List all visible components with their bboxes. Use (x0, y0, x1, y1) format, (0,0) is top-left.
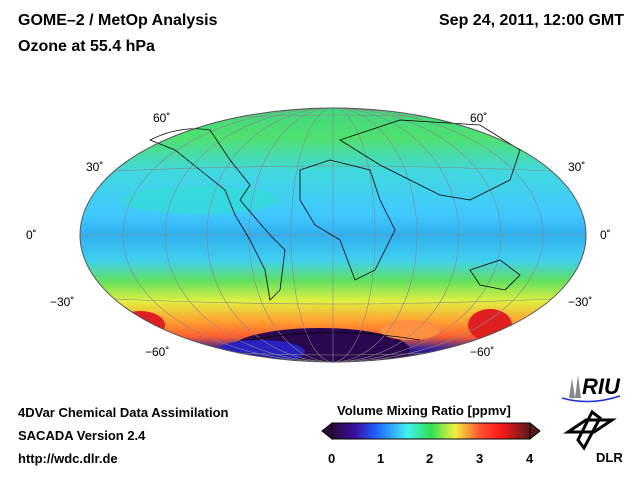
lat-label-0-right: 0˚ (600, 228, 611, 242)
footer-url: http://wdc.dlr.de (18, 451, 118, 466)
colorbar-tick-4: 4 (526, 451, 534, 466)
colorbar-tick-0: 0 (328, 451, 336, 466)
lat-label-60s-right: −60˚ (470, 345, 495, 359)
footer-line2: SACADA Version 2.4 (18, 428, 146, 443)
colorbar-gradient (331, 422, 531, 440)
colorbar-tick-1: 1 (377, 451, 385, 466)
title: GOME–2 / MetOp Analysis (18, 12, 218, 29)
footer-line1: 4DVar Chemical Data Assimilation (18, 405, 229, 420)
colorbar-min-arrow (321, 421, 333, 441)
coastlines (149, 119, 521, 341)
colorbar-title: Volume Mixing Ratio [ppmv] (337, 403, 511, 418)
datetime: Sep 24, 2011, 12:00 GMT (439, 12, 624, 29)
lat-label-60n-right: 60˚ (470, 111, 488, 125)
dlr-logo (563, 409, 617, 451)
colorbar (321, 421, 541, 441)
riu-logo (561, 375, 621, 403)
map-border (79, 107, 587, 363)
colorbar-tick-2: 2 (426, 451, 434, 466)
lat-label-0-left: 0˚ (26, 228, 37, 242)
lat-label-30s-left: −30˚ (50, 295, 75, 309)
subtitle: Ozone at 55.4 hPa (18, 38, 155, 55)
lat-label-60s-left: −60˚ (145, 345, 170, 359)
dlr-logo-text: DLR (596, 450, 623, 465)
lat-label-60n-left: 60˚ (153, 111, 171, 125)
lat-label-30n-left: 30˚ (86, 160, 104, 174)
lat-label-30n-right: 30˚ (568, 160, 586, 174)
colorbar-max-arrow (529, 421, 541, 441)
colorbar-tick-3: 3 (476, 451, 484, 466)
lat-label-30s-right: −30˚ (568, 295, 593, 309)
riu-logo-text: RIU (582, 374, 620, 399)
